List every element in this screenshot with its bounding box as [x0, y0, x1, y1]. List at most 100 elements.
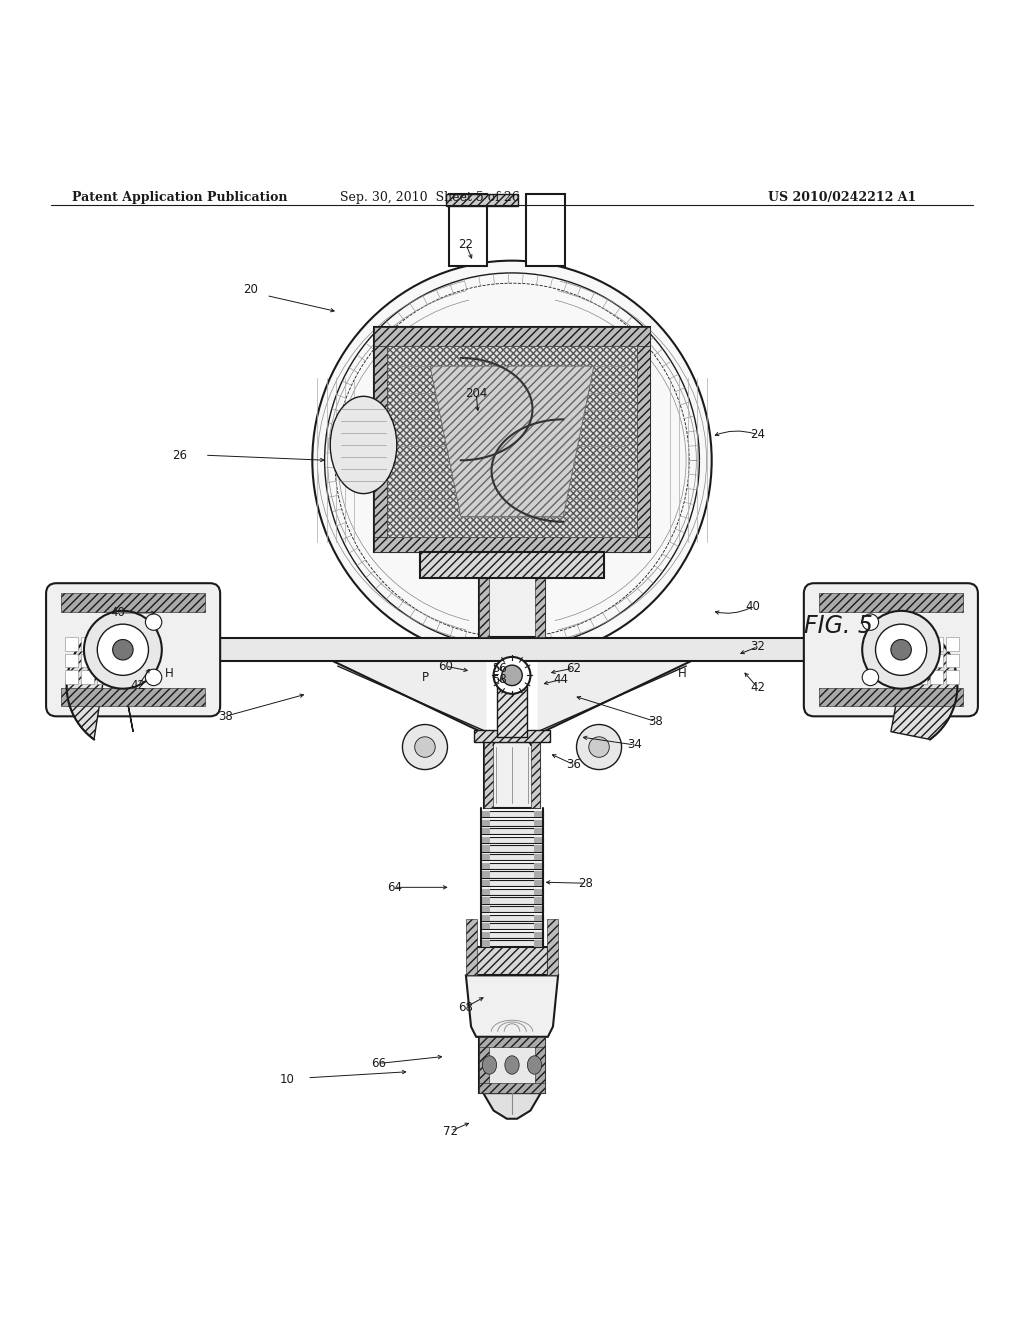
Bar — [449, 194, 487, 265]
Bar — [930, 671, 943, 684]
Text: 72: 72 — [443, 1125, 458, 1138]
Text: 38: 38 — [218, 710, 232, 723]
Circle shape — [402, 725, 447, 770]
Text: 28: 28 — [579, 876, 593, 890]
Bar — [534, 906, 543, 912]
Bar — [534, 915, 543, 921]
Bar — [479, 1036, 489, 1093]
Text: 204: 204 — [465, 387, 487, 400]
Circle shape — [862, 614, 879, 631]
Circle shape — [84, 611, 162, 689]
Bar — [547, 919, 558, 975]
Bar — [481, 845, 543, 851]
Bar — [897, 653, 910, 667]
Ellipse shape — [330, 396, 396, 494]
Bar — [930, 653, 943, 667]
Bar — [420, 553, 604, 578]
Text: H: H — [678, 667, 686, 680]
Bar — [97, 639, 116, 661]
Bar — [535, 553, 545, 638]
Bar — [481, 915, 543, 921]
Bar — [946, 638, 959, 651]
Bar — [481, 845, 490, 851]
Text: FIG. 5: FIG. 5 — [804, 614, 872, 638]
Bar — [534, 810, 543, 817]
Bar — [479, 1036, 545, 1047]
Text: 44: 44 — [554, 673, 568, 686]
Circle shape — [589, 737, 609, 758]
Ellipse shape — [482, 1056, 497, 1074]
Bar — [819, 594, 963, 612]
Bar — [481, 854, 490, 861]
Bar — [526, 194, 565, 265]
Circle shape — [145, 614, 162, 631]
Bar — [481, 828, 543, 834]
Bar — [481, 871, 490, 878]
Bar — [446, 194, 518, 206]
Bar — [387, 346, 637, 537]
Bar — [114, 671, 127, 684]
Text: 56: 56 — [493, 661, 507, 675]
Bar — [481, 880, 490, 886]
Bar — [481, 810, 490, 817]
Bar — [61, 688, 205, 706]
Bar — [481, 940, 543, 946]
Bar — [534, 880, 543, 886]
Bar — [481, 906, 490, 912]
Bar — [473, 730, 551, 742]
Bar — [479, 1036, 545, 1093]
Bar — [481, 923, 490, 929]
Bar — [481, 863, 543, 869]
Bar — [534, 820, 543, 826]
Bar — [481, 898, 490, 903]
Bar — [534, 863, 543, 869]
Bar — [97, 639, 927, 661]
Bar — [534, 845, 543, 851]
Bar — [530, 742, 541, 808]
Circle shape — [862, 611, 940, 689]
Bar — [374, 537, 650, 553]
Polygon shape — [67, 622, 133, 739]
Bar — [481, 898, 543, 903]
Circle shape — [502, 665, 522, 685]
Text: 42: 42 — [751, 681, 765, 694]
Circle shape — [862, 669, 879, 685]
Bar — [97, 671, 111, 684]
Bar — [908, 639, 927, 661]
Circle shape — [876, 624, 927, 676]
Text: 32: 32 — [751, 640, 765, 653]
Bar — [97, 653, 111, 667]
Polygon shape — [430, 366, 594, 516]
Text: P: P — [422, 671, 428, 684]
Bar — [479, 553, 489, 638]
Bar — [481, 810, 543, 817]
Bar — [535, 1036, 545, 1093]
Text: 58: 58 — [493, 673, 507, 686]
Circle shape — [113, 639, 133, 660]
Circle shape — [577, 725, 622, 770]
Bar — [481, 820, 543, 826]
Bar — [534, 828, 543, 834]
Bar — [637, 327, 650, 553]
Bar — [481, 915, 490, 921]
Text: 10: 10 — [280, 1073, 294, 1086]
Bar — [897, 638, 910, 651]
Bar — [374, 327, 387, 553]
Text: 64: 64 — [387, 880, 401, 894]
Polygon shape — [333, 661, 492, 737]
Text: 66: 66 — [372, 1057, 386, 1071]
Bar — [481, 888, 490, 895]
FancyBboxPatch shape — [46, 583, 220, 717]
Text: 36: 36 — [566, 758, 581, 771]
Bar — [387, 346, 637, 537]
Bar — [483, 742, 494, 808]
Bar — [534, 888, 543, 895]
Bar — [534, 932, 543, 939]
FancyBboxPatch shape — [804, 583, 978, 717]
Bar — [481, 932, 490, 939]
Bar — [534, 854, 543, 861]
Bar — [946, 671, 959, 684]
Bar — [81, 638, 94, 651]
Bar — [534, 923, 543, 929]
Text: US 2010/0242212 A1: US 2010/0242212 A1 — [768, 190, 916, 203]
